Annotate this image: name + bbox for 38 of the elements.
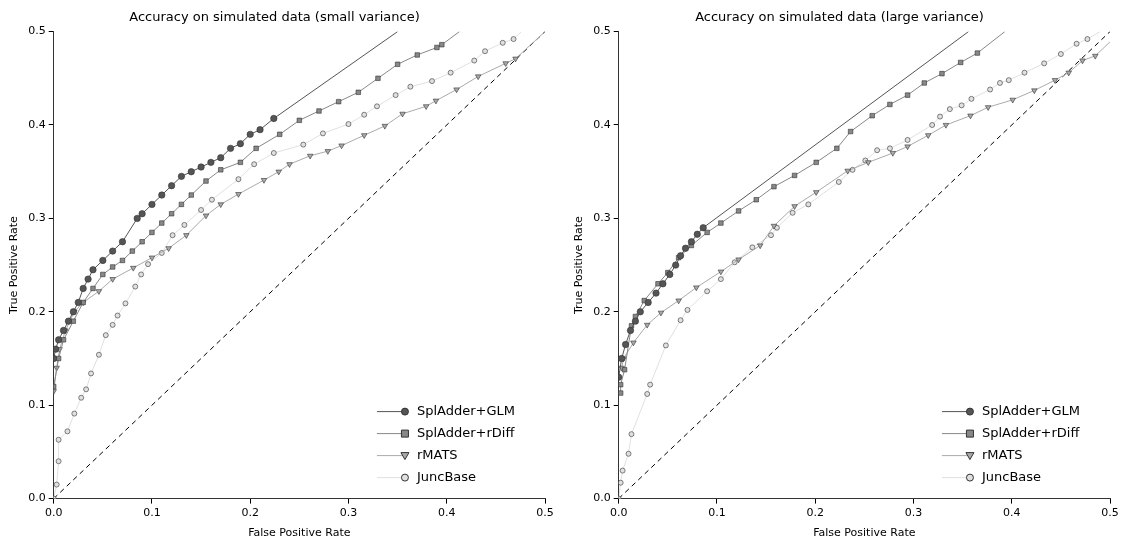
y-tick-label: 0.4	[593, 117, 611, 131]
x-axis-title: False Positive Rate	[813, 526, 916, 540]
x-tick-label: 0.1	[708, 506, 726, 520]
chart-title: Accuracy on simulated data (large variance)	[695, 9, 984, 25]
legend-label: JuncBase	[980, 468, 1042, 484]
y-tick-label: 0.1	[593, 398, 611, 412]
x-tick-label: 0.3	[339, 506, 358, 520]
y-tick-label: 0.2	[28, 304, 46, 318]
x-tick-label: 0.0	[609, 506, 628, 520]
y-tick-label: 0.2	[593, 304, 611, 318]
legend-label: SplAdder+GLM	[416, 402, 516, 418]
x-tick-label: 0.0	[44, 506, 63, 520]
x-tick-label: 0.4	[1002, 506, 1021, 520]
x-axis-title: False Positive Rate	[248, 526, 351, 540]
x-tick-label: 0.4	[437, 506, 456, 520]
y-tick-label: 0.0	[593, 491, 611, 505]
y-tick-label: 0.5	[593, 24, 611, 38]
y-tick-label: 0.5	[28, 24, 46, 38]
legend-label: JuncBase	[415, 468, 477, 484]
x-tick-label: 0.3	[904, 506, 923, 520]
x-tick-label: 0.2	[241, 506, 259, 520]
y-tick-label: 0.3	[28, 211, 46, 225]
legend-label: rMATS	[981, 446, 1023, 462]
y-tick-label: 0.4	[28, 117, 46, 131]
legend-label: SplAdder+rDiff	[981, 424, 1081, 440]
legend-label: rMATS	[416, 446, 458, 462]
x-tick-label: 0.5	[536, 506, 554, 520]
legend-label: SplAdder+GLM	[981, 402, 1081, 418]
y-axis-title: True Positive Rate	[7, 215, 21, 316]
y-axis-title: True Positive Rate	[572, 215, 586, 316]
chart-title: Accuracy on simulated data (small variance)	[129, 9, 420, 25]
y-tick-label: 0.3	[593, 211, 611, 225]
x-tick-label: 0.2	[806, 506, 824, 520]
y-tick-label: 0.0	[28, 491, 46, 505]
y-tick-label: 0.1	[28, 398, 46, 412]
x-tick-label: 0.5	[1101, 506, 1119, 520]
legend-label: SplAdder+rDiff	[416, 424, 516, 440]
x-tick-label: 0.1	[143, 506, 161, 520]
